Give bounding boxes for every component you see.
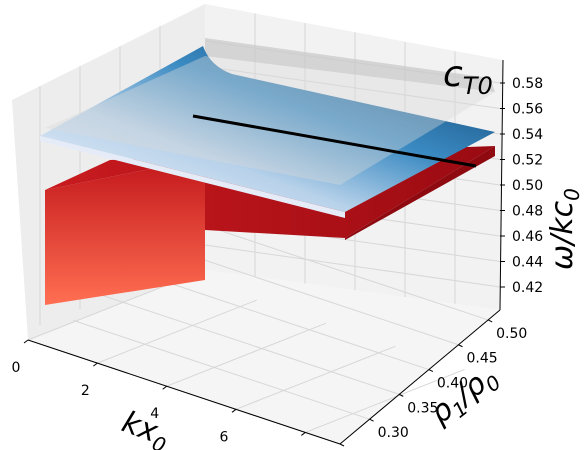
ct0-plane-back <box>205 38 495 92</box>
x-tick-mark <box>301 432 306 436</box>
z-tick-label: 0.56 <box>512 102 543 118</box>
grid-line-y <box>102 295 400 395</box>
grid-line-x <box>27 276 188 341</box>
y-tick-label: 0.40 <box>437 376 468 392</box>
x-tick-mark <box>93 362 98 367</box>
ct0-plane-front <box>45 56 495 185</box>
y-tick-label: 0.45 <box>467 351 498 367</box>
blue-surface-front-edge <box>40 136 345 218</box>
x-tick-mark <box>23 339 29 344</box>
y-tick-mark <box>428 369 434 373</box>
grid-line-z <box>204 66 501 109</box>
ct0-annotation: cT0 <box>443 54 493 100</box>
y-axis-line <box>339 309 501 445</box>
x-axis-ticks: 02468 <box>12 339 306 445</box>
z-tick-label: 0.50 <box>512 178 543 194</box>
grid-line-x <box>166 322 327 387</box>
y-tick-label: 0.30 <box>378 425 409 441</box>
x-tick-label: 4 <box>150 406 159 422</box>
x-tick-label: 6 <box>220 429 229 445</box>
y-tick-mark <box>487 319 493 323</box>
black-line-series <box>192 114 477 168</box>
grid-line-x <box>235 345 396 410</box>
z-tick-label: 0.52 <box>512 153 543 169</box>
x-axis-line <box>27 339 341 445</box>
grid-line-y <box>161 245 459 346</box>
x-tick-label: 0 <box>12 360 21 376</box>
grid-line-x <box>97 299 257 364</box>
grid-line-y <box>73 319 370 420</box>
grid-line-z <box>204 244 501 288</box>
y-tick-label: 0.50 <box>496 326 527 342</box>
z-tick-label: 0.54 <box>512 127 543 143</box>
y-tick-mark <box>458 344 463 348</box>
y-tick-mark <box>339 443 345 447</box>
x-axis-label: kx0 <box>116 405 174 450</box>
z-axis-ticks: 0.42 0.44 0.46 0.48 0.50 0.52 0.54 0.56 0.58 <box>500 76 543 296</box>
y-axis-ticks: 0.250.300.350.400.450.50 <box>339 319 527 447</box>
z-tick-label: 0.58 <box>512 76 543 92</box>
red-surface-right-face <box>345 146 495 240</box>
x-tick-label: 2 <box>81 383 90 399</box>
grid-line-y <box>191 220 489 321</box>
y-tick-mark <box>399 393 404 397</box>
z-tick-label: 0.48 <box>512 204 543 220</box>
y-tick-label: 0.35 <box>407 400 438 416</box>
x-tick-mark <box>162 385 167 390</box>
x-tick-mark <box>231 408 237 413</box>
z-axis-label: ω/kc0 <box>545 188 584 270</box>
y-tick-mark <box>369 418 374 422</box>
z-tick-label: 0.42 <box>512 280 543 296</box>
grid-line-x <box>305 368 465 433</box>
pane-floor <box>28 270 500 444</box>
z-tick-label: 0.44 <box>512 255 543 271</box>
red-surface-front <box>45 158 205 305</box>
grid-line-y <box>132 270 430 371</box>
z-tick-label: 0.46 <box>512 229 543 245</box>
